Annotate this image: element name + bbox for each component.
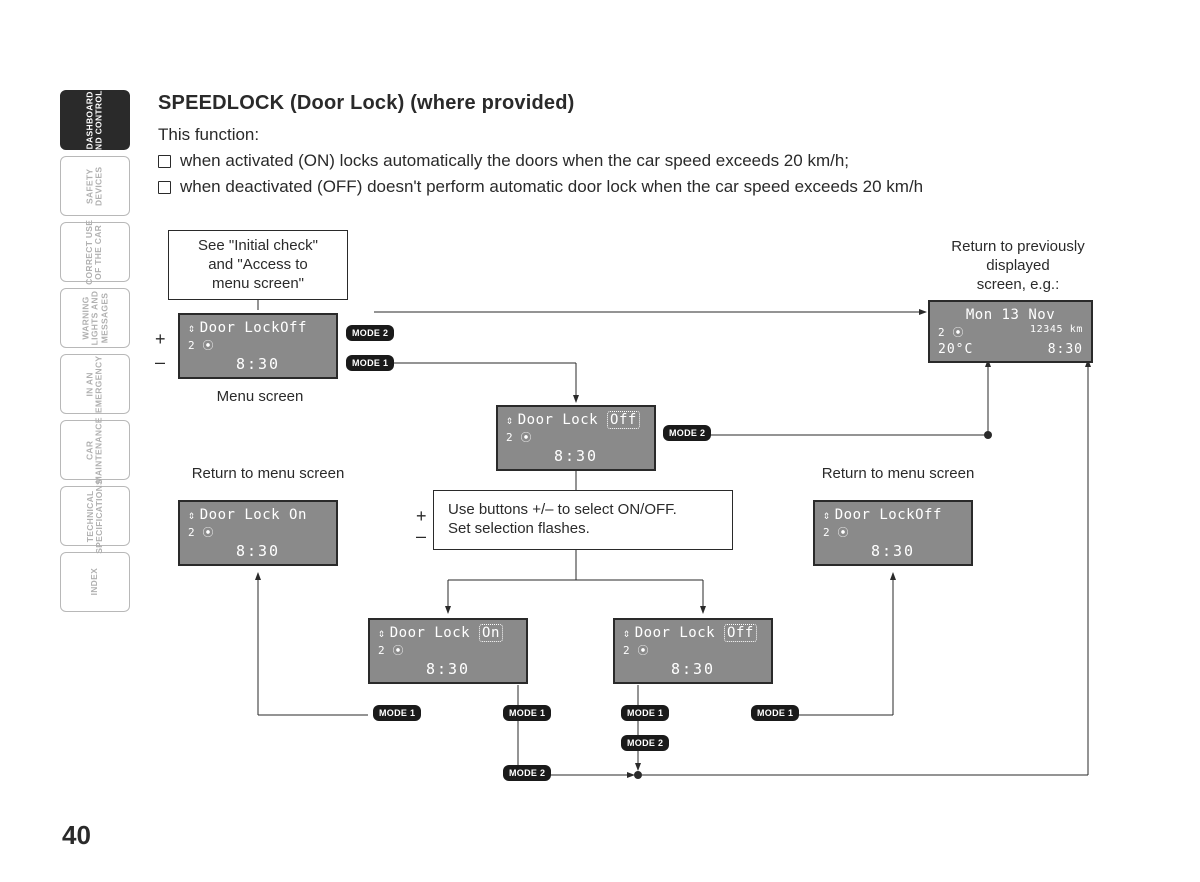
lcd-select-on: ⇕Door Lock On 2 ⦿ 8:30 bbox=[368, 618, 528, 684]
bullet-off: when deactivated (OFF) doesn't perform a… bbox=[158, 177, 1158, 197]
initial-check-box: See "Initial check"and "Access tomenu sc… bbox=[168, 230, 348, 300]
page-content: SPEEDLOCK (Door Lock) (where provided) T… bbox=[158, 92, 1158, 203]
tab-dashboard-controls[interactable]: DASHBOARDAND CONTROLS bbox=[60, 90, 130, 150]
return-menu-left-caption: Return to menu screen bbox=[178, 465, 358, 484]
tab-warning-lights[interactable]: WARNINGLIGHTS ANDMESSAGES bbox=[60, 288, 130, 348]
tab-maintenance[interactable]: CARMAINTENANCE bbox=[60, 420, 130, 480]
tab-tech-specs[interactable]: TECHNICALSPECIFICATIONS bbox=[60, 486, 130, 546]
flowchart: See "Initial check"and "Access tomenu sc… bbox=[158, 225, 1158, 825]
page-number: 40 bbox=[62, 820, 91, 851]
mode2-badge-on: MODE 2 bbox=[503, 765, 551, 781]
bullet-on: when activated (ON) locks automatically … bbox=[158, 151, 1158, 171]
mode2-badge: MODE 2 bbox=[346, 325, 394, 341]
lcd-select-off: ⇕Door Lock Off 2 ⦿ 8:30 bbox=[613, 618, 773, 684]
minus-label: – bbox=[155, 353, 165, 371]
mode1-badge-off-right: MODE 1 bbox=[751, 705, 799, 721]
lcd-clock: Mon 13 Nov 2 ⦿12345 km 20°C8:30 bbox=[928, 300, 1093, 363]
mode1-badge-on-right: MODE 1 bbox=[503, 705, 551, 721]
mode2-badge-center: MODE 2 bbox=[663, 425, 711, 441]
sidebar-tabs: DASHBOARDAND CONTROLS SAFETYDEVICES CORR… bbox=[60, 90, 140, 618]
mode2-badge-off: MODE 2 bbox=[621, 735, 669, 751]
lcd-return-right: ⇕Door LockOff 2 ⦿ 8:30 bbox=[813, 500, 973, 566]
return-menu-right-caption: Return to menu screen bbox=[808, 465, 988, 484]
section-heading: SPEEDLOCK (Door Lock) (where provided) bbox=[158, 92, 1158, 115]
mode1-badge-on-left: MODE 1 bbox=[373, 705, 421, 721]
mode1-badge: MODE 1 bbox=[346, 355, 394, 371]
tab-safety-devices[interactable]: SAFETYDEVICES bbox=[60, 156, 130, 216]
lcd-center: ⇕Door Lock Off 2 ⦿ 8:30 bbox=[496, 405, 656, 471]
tab-emergency[interactable]: IN ANEMERGENCY bbox=[60, 354, 130, 414]
intro-text: This function: bbox=[158, 125, 1158, 145]
lcd-menu: ⇕Door LockOff 2 ⦿ 8:30 bbox=[178, 313, 338, 379]
plus-label-2: + bbox=[416, 507, 427, 525]
menu-screen-caption: Menu screen bbox=[200, 388, 320, 407]
mode1-badge-off: MODE 1 bbox=[621, 705, 669, 721]
plus-label: + bbox=[155, 330, 166, 348]
lcd-return-left: ⇕Door Lock On 2 ⦿ 8:30 bbox=[178, 500, 338, 566]
tab-index[interactable]: INDEX bbox=[60, 552, 130, 612]
select-instructions-box: Use buttons +/– to select ON/OFF.Set sel… bbox=[433, 490, 733, 550]
minus-label-2: – bbox=[416, 527, 426, 545]
tab-correct-use[interactable]: CORRECT USEOF THE CAR bbox=[60, 222, 130, 282]
return-prev-caption: Return to previouslydisplayedscreen, e.g… bbox=[918, 238, 1118, 294]
